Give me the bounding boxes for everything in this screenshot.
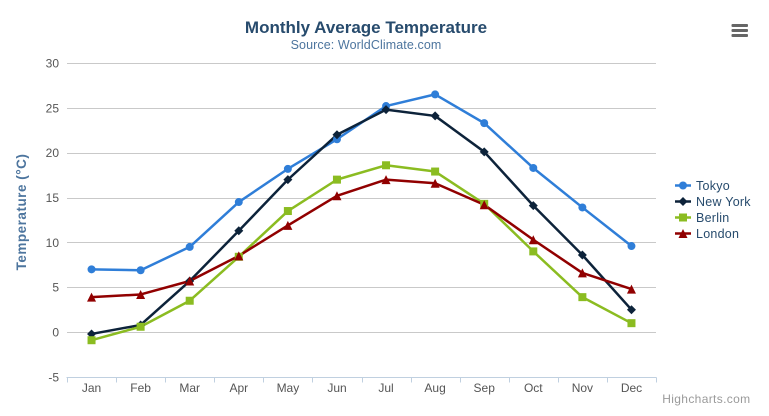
svg-text:Tokyo: Tokyo	[696, 179, 730, 193]
svg-text:New York: New York	[696, 195, 751, 209]
svg-text:Highcharts.com: Highcharts.com	[662, 392, 750, 406]
svg-text:Jan: Jan	[82, 381, 101, 395]
svg-text:Jul: Jul	[378, 381, 393, 395]
svg-text:30: 30	[46, 56, 60, 70]
svg-text:Apr: Apr	[229, 381, 248, 395]
svg-text:25: 25	[46, 101, 60, 115]
svg-text:15: 15	[46, 191, 60, 205]
svg-text:Jun: Jun	[327, 381, 346, 395]
svg-text:Dec: Dec	[621, 381, 642, 395]
svg-text:Aug: Aug	[424, 381, 445, 395]
svg-text:Feb: Feb	[130, 381, 151, 395]
svg-text:Oct: Oct	[524, 381, 543, 395]
svg-text:Sep: Sep	[474, 381, 496, 395]
svg-text:Nov: Nov	[572, 381, 593, 395]
svg-text:10: 10	[46, 236, 60, 250]
svg-text:May: May	[277, 381, 300, 395]
svg-text:Temperature (°C): Temperature (°C)	[14, 154, 29, 271]
svg-text:0: 0	[52, 326, 59, 340]
svg-text:Source: WorldClimate.com: Source: WorldClimate.com	[291, 38, 442, 52]
svg-text:5: 5	[52, 281, 59, 295]
svg-text:London: London	[696, 227, 739, 241]
svg-text:Monthly Average Temperature: Monthly Average Temperature	[245, 18, 487, 37]
svg-text:20: 20	[46, 146, 60, 160]
svg-text:Berlin: Berlin	[696, 211, 729, 225]
svg-text:Mar: Mar	[179, 381, 200, 395]
svg-text:-5: -5	[48, 370, 59, 384]
